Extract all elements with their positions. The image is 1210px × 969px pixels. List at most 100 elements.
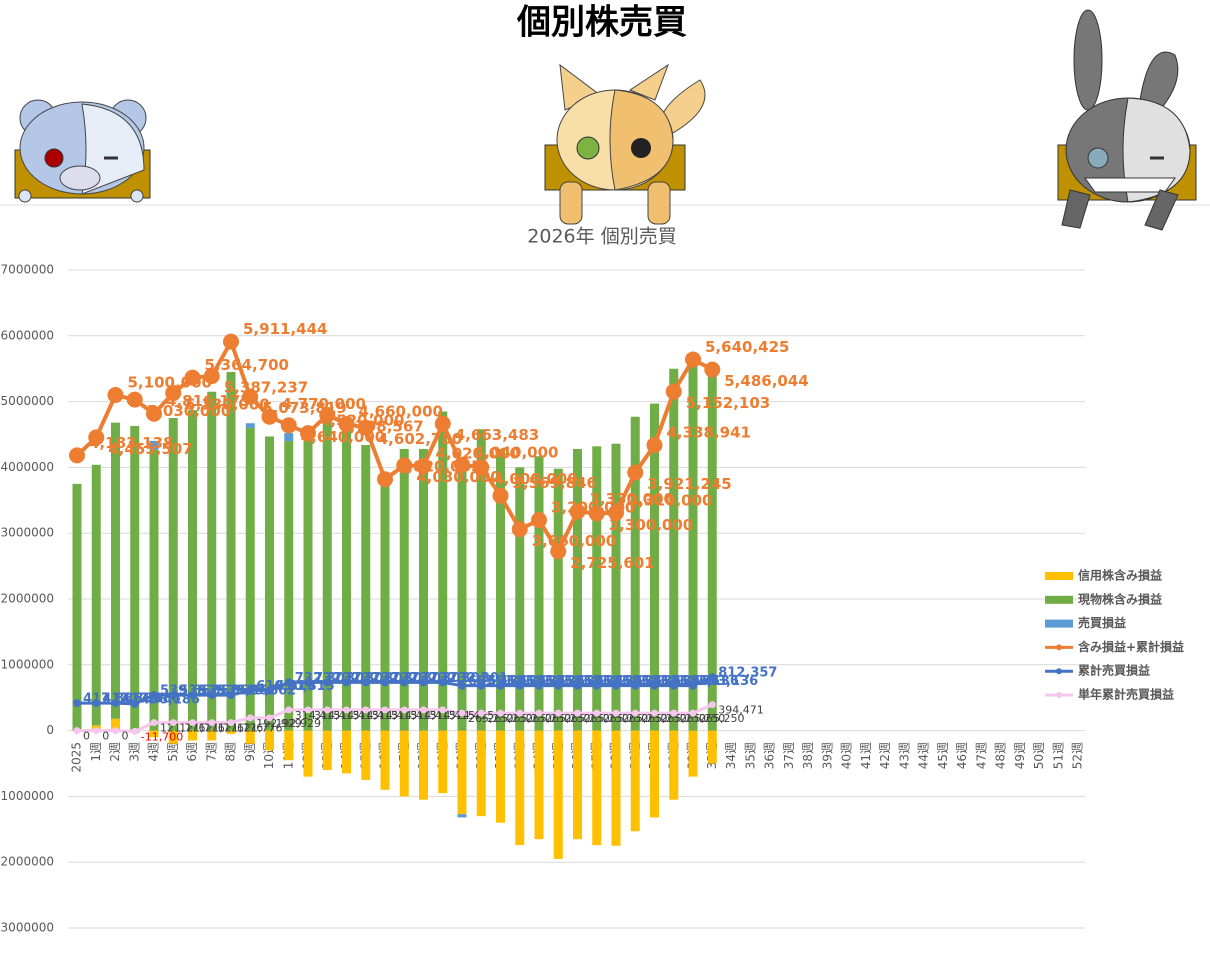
data-label: 5,640,425 bbox=[705, 338, 789, 356]
line-marker bbox=[246, 714, 254, 722]
x-tick-label: 41週 bbox=[859, 742, 873, 769]
line-marker bbox=[69, 447, 85, 464]
data-label: 4,663,483 bbox=[455, 426, 539, 444]
legend-swatch bbox=[1045, 619, 1073, 628]
data-label: 4,020,000 bbox=[436, 445, 520, 463]
bar bbox=[438, 730, 448, 794]
x-tick-label: 3週 bbox=[127, 742, 141, 762]
line-marker bbox=[207, 691, 216, 700]
bar bbox=[303, 730, 313, 777]
bar bbox=[457, 459, 467, 731]
x-tick-label: 34週 bbox=[724, 742, 738, 769]
line-marker bbox=[612, 681, 620, 690]
data-label: 4,770,000 bbox=[282, 395, 366, 413]
x-tick-label: 39週 bbox=[820, 742, 834, 769]
bar bbox=[534, 730, 544, 840]
bar bbox=[399, 730, 409, 797]
line-marker bbox=[343, 706, 350, 714]
data-label: 5,911,444 bbox=[243, 320, 327, 338]
bar bbox=[361, 730, 371, 780]
bar bbox=[245, 427, 255, 731]
bar bbox=[457, 730, 467, 815]
line-marker bbox=[381, 706, 389, 714]
bar bbox=[149, 449, 159, 731]
line-marker bbox=[631, 681, 640, 690]
line-marker bbox=[497, 709, 504, 717]
legend-swatch bbox=[1045, 595, 1073, 604]
bar bbox=[419, 730, 428, 800]
line-marker bbox=[535, 681, 543, 690]
line-marker bbox=[107, 387, 124, 404]
line-marker bbox=[515, 681, 524, 690]
bar bbox=[457, 814, 467, 818]
x-tick-label: 1週 bbox=[89, 742, 103, 762]
line-marker bbox=[574, 709, 581, 717]
data-label: 5,486,044 bbox=[724, 372, 808, 390]
bar bbox=[380, 475, 390, 731]
data-label: 4,040,000 bbox=[474, 443, 558, 461]
line-marker bbox=[227, 691, 235, 700]
line-marker bbox=[319, 406, 336, 423]
bar bbox=[342, 421, 351, 731]
data-label: 4,455,507 bbox=[108, 440, 192, 458]
bar bbox=[399, 448, 409, 731]
bar bbox=[322, 730, 332, 771]
line-marker bbox=[323, 678, 332, 687]
x-tick-label: 49週 bbox=[1013, 742, 1027, 769]
line-marker bbox=[361, 678, 370, 687]
y-tick-label: 1000000 bbox=[1, 657, 54, 671]
line-marker bbox=[126, 391, 143, 408]
line bbox=[77, 675, 713, 706]
line-marker bbox=[261, 408, 278, 425]
line-marker bbox=[439, 706, 447, 714]
line-marker bbox=[304, 706, 312, 714]
bar bbox=[707, 371, 717, 731]
page-title: 個別株売買 bbox=[516, 3, 687, 43]
bar bbox=[226, 730, 236, 734]
bar bbox=[553, 468, 563, 731]
line-marker bbox=[377, 471, 393, 488]
bar bbox=[111, 718, 120, 731]
line-marker bbox=[88, 429, 105, 446]
x-tick-label: 42週 bbox=[878, 742, 892, 769]
data-label: -11,700 bbox=[141, 730, 183, 743]
line-marker bbox=[689, 709, 697, 717]
line-marker bbox=[203, 368, 220, 385]
line-marker bbox=[396, 457, 413, 474]
line-marker bbox=[477, 681, 486, 690]
line-marker bbox=[670, 709, 678, 717]
bar bbox=[553, 730, 563, 859]
line-marker bbox=[420, 706, 427, 714]
line-marker bbox=[227, 719, 235, 727]
line-marker bbox=[473, 459, 490, 476]
line-marker bbox=[665, 383, 682, 400]
line-marker bbox=[284, 678, 293, 687]
line-marker bbox=[708, 673, 717, 682]
y-tick-label: 4000000 bbox=[1, 460, 54, 474]
data-label: 812,357 bbox=[718, 666, 777, 681]
line-marker bbox=[669, 681, 678, 690]
legend-swatch bbox=[1056, 692, 1062, 698]
legend-swatch bbox=[1056, 644, 1062, 651]
bar bbox=[322, 418, 332, 731]
line-marker bbox=[300, 425, 316, 442]
data-label: 3,330,000 bbox=[590, 490, 674, 508]
bar bbox=[303, 431, 313, 731]
line-marker bbox=[146, 405, 162, 422]
data-label: 5,152,103 bbox=[686, 394, 770, 412]
bar bbox=[476, 429, 486, 731]
x-tick-label: 51週 bbox=[1051, 742, 1065, 769]
data-label: 3,569,846 bbox=[513, 474, 597, 492]
line-marker bbox=[554, 681, 563, 690]
data-label: 3,300,000 bbox=[609, 516, 693, 534]
x-tick-label: 48週 bbox=[994, 742, 1008, 769]
bar bbox=[226, 371, 236, 731]
data-label: 5,364,700 bbox=[205, 356, 289, 374]
line-marker bbox=[685, 351, 701, 368]
data-label: 4,000,000 bbox=[493, 470, 577, 488]
x-tick-label: 2025 bbox=[70, 742, 84, 773]
bar bbox=[168, 730, 178, 744]
line-marker bbox=[357, 419, 374, 436]
line-marker bbox=[188, 691, 197, 700]
line-marker bbox=[165, 385, 182, 402]
